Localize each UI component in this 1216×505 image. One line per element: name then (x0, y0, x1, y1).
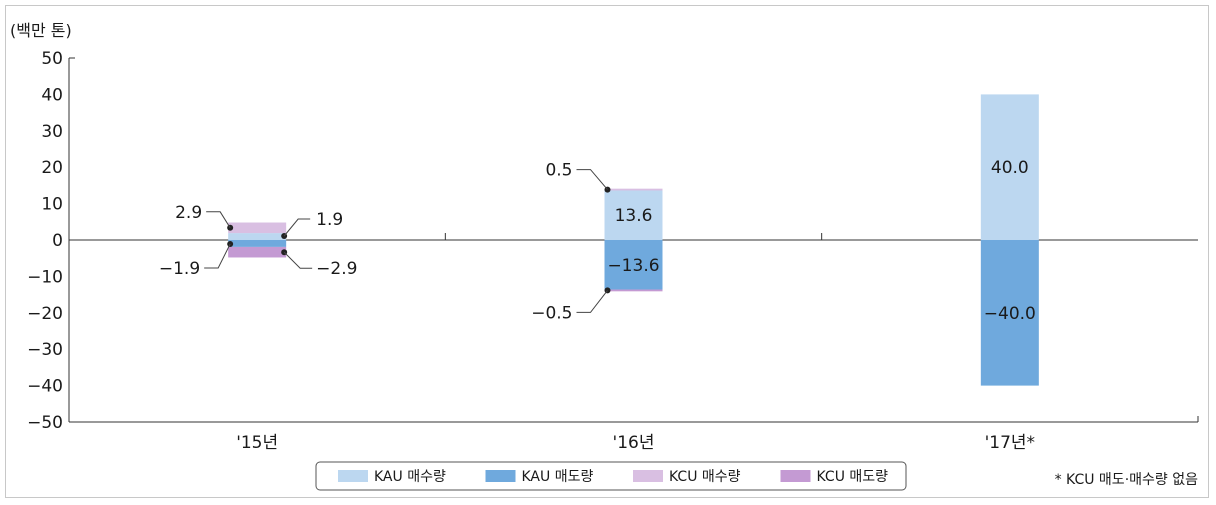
data-label: 40.0 (991, 158, 1029, 178)
bar-kcu-매도량 (228, 246, 287, 258)
bar-kau-매수량 (604, 190, 663, 240)
data-label: 13.6 (615, 206, 653, 226)
y-tick-label: 0 (52, 231, 63, 251)
legend-label: KAU 매도량 (522, 469, 594, 485)
leader-line (576, 290, 608, 313)
leader-line (204, 243, 231, 269)
legend-box (315, 461, 907, 491)
y-tick-label: 40 (41, 85, 63, 105)
data-label: 2.9 (175, 203, 202, 223)
y-tick-label: −50 (27, 413, 63, 433)
bar-kcu-매수량 (228, 222, 287, 234)
leader-line (283, 251, 313, 269)
data-label: 1.9 (316, 210, 343, 230)
data-label: −2.9 (316, 259, 357, 279)
leader-line (206, 211, 231, 229)
legend-swatch-kcu-매도량 (780, 470, 811, 482)
category-label: '17년* (985, 433, 1035, 453)
y-tick-label: 30 (41, 122, 63, 142)
bar-kau-매도량 (228, 240, 287, 247)
legend-swatch-kau-매수량 (338, 470, 368, 482)
y-tick-label: 10 (41, 195, 63, 215)
legend: KAU 매수량 KAU 매도량 KCU 매수량 KCU 매도량 (315, 461, 907, 491)
data-label: −1.9 (159, 259, 200, 279)
bars (228, 94, 1039, 386)
bar-kau-매수량 (980, 94, 1039, 241)
y-axis: 50 40 30 20 10 0 −10 −20 −30 −40 −50 (27, 49, 75, 433)
legend-label: KCU 매도량 (817, 469, 889, 485)
category-label: '16년 (613, 433, 655, 453)
footnote: * KCU 매도·매수량 없음 (1055, 472, 1199, 488)
data-label: −0.5 (531, 303, 572, 323)
bar-kcu-매도량 (604, 289, 663, 292)
bar-kau-매수량 (228, 233, 287, 240)
data-label: −13.6 (607, 256, 659, 276)
y-tick-label: 20 (41, 158, 63, 178)
chart-svg: (백만 톤) 50 40 30 20 10 0 −10 −20 −30 −40 −50 2.9 1.9… (10, 21, 1199, 491)
legend-label: KAU 매수량 (374, 469, 446, 485)
leader-line (283, 218, 311, 237)
chart-frame: (백만 톤) 50 40 30 20 10 0 −10 −20 −30 −40 −50 2.9 1.9… (5, 5, 1209, 498)
data-label: 0.5 (545, 161, 572, 181)
leader-line (576, 169, 608, 190)
category-label: '15년 (236, 433, 278, 453)
y-tick-label: 50 (41, 49, 63, 69)
data-labels: 2.9 1.9 −1.9 −2.9 0.5 13.6 −13.6 −0.5 40.0 −40.0 (159, 158, 1036, 324)
unit-label: (백만 톤) (10, 21, 72, 40)
y-tick-label: −10 (27, 267, 63, 287)
category-labels: '15년 '16년 '17년* (236, 433, 1035, 453)
y-tick-label: −40 (27, 377, 63, 397)
bar-kau-매도량 (604, 240, 663, 290)
y-tick-label: −20 (27, 304, 63, 324)
bar-kau-매도량 (980, 240, 1039, 386)
legend-swatch-kcu-매수량 (633, 470, 663, 482)
legend-swatch-kau-매도량 (485, 470, 516, 482)
legend-label: KCU 매수량 (669, 469, 741, 485)
y-tick-label: −30 (27, 340, 63, 360)
bar-kcu-매수량 (604, 188, 663, 191)
data-label: −40.0 (984, 304, 1036, 324)
